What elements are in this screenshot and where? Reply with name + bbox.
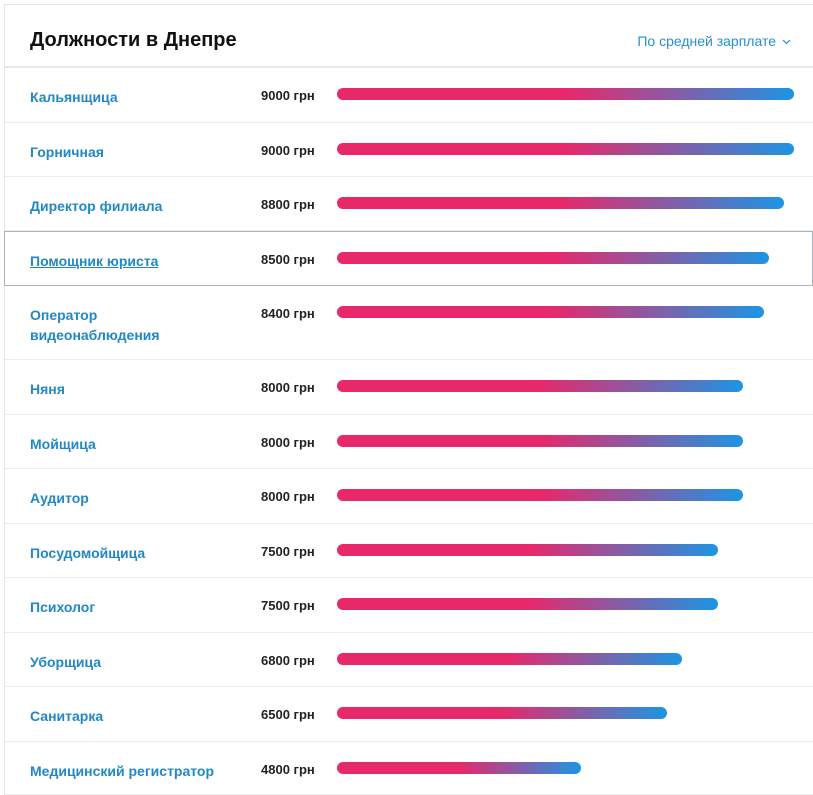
job-link[interactable]: Мойщица bbox=[30, 436, 96, 452]
salary-label: 8500 грн bbox=[261, 252, 315, 267]
bar bbox=[337, 380, 744, 392]
job-link[interactable]: Посудомойщица bbox=[30, 545, 146, 561]
bar bbox=[337, 197, 784, 209]
bar bbox=[337, 544, 718, 556]
salary-label: 8000 грн bbox=[261, 380, 315, 395]
salary-label: 6800 грн bbox=[261, 653, 315, 668]
salary-label: 7500 грн bbox=[261, 544, 315, 559]
job-row[interactable]: Санитарка 6500 грн bbox=[5, 687, 813, 742]
job-row[interactable]: Няня 8000 грн bbox=[5, 360, 813, 415]
salary-label: 8000 грн bbox=[261, 435, 315, 450]
job-link[interactable]: Горничная bbox=[30, 144, 104, 160]
header: Должности в Днепре По средней зарплате bbox=[5, 5, 813, 68]
bar bbox=[337, 762, 581, 774]
job-row[interactable]: Оператор видеонаблюдения 8400 грн bbox=[5, 286, 813, 360]
job-row[interactable]: Психолог 7500 грн bbox=[5, 578, 813, 633]
salary-label: 9000 грн bbox=[261, 143, 315, 158]
job-row[interactable]: Помощник юриста 8500 грн bbox=[4, 231, 813, 286]
job-row[interactable]: Медицинский регистратор 4800 грн bbox=[5, 742, 813, 795]
job-row[interactable]: Директор филиала 8800 грн bbox=[5, 177, 813, 231]
salary-label: 6500 грн bbox=[261, 707, 315, 722]
job-link[interactable]: Кальянщица bbox=[30, 89, 118, 105]
bar bbox=[337, 88, 794, 100]
job-row[interactable]: Горничная 9000 грн bbox=[5, 123, 813, 177]
job-link[interactable]: Психолог bbox=[30, 599, 96, 615]
job-row[interactable]: Мойщица 8000 грн bbox=[5, 415, 813, 469]
sort-label[interactable]: По средней зарплате bbox=[637, 33, 776, 49]
chevron bbox=[782, 39, 791, 45]
card: Должности в Днепре По средней зарплате К… bbox=[4, 4, 813, 795]
job-row[interactable]: Кальянщица 9000 грн bbox=[5, 68, 813, 123]
job-row[interactable]: Аудитор 8000 грн bbox=[5, 469, 813, 524]
job-link[interactable]: Оператор видеонаблюдения bbox=[30, 307, 160, 343]
bar bbox=[337, 598, 718, 610]
bar bbox=[337, 306, 764, 318]
job-link[interactable]: Аудитор bbox=[30, 490, 89, 506]
job-link[interactable]: Директор филиала bbox=[30, 198, 163, 214]
salary-label: 8000 грн bbox=[261, 489, 315, 504]
bar bbox=[337, 489, 744, 501]
salary-label: 4800 грн bbox=[261, 762, 315, 777]
title: Должности в Днепре bbox=[30, 29, 237, 51]
salary-label: 8400 грн bbox=[261, 306, 315, 321]
job-link[interactable]: Санитарка bbox=[30, 708, 104, 724]
salary-label: 7500 грн bbox=[261, 598, 315, 613]
sort-dropdown[interactable]: По средней зарплате bbox=[637, 33, 791, 49]
bar bbox=[337, 143, 794, 155]
rows: Кальянщица 9000 грн Горничная 9000 грн Дирек… bbox=[4, 68, 813, 795]
job-link[interactable]: Уборщица bbox=[30, 654, 102, 670]
job-row[interactable]: Уборщица 6800 грн bbox=[5, 633, 813, 687]
bar bbox=[337, 653, 683, 665]
job-link[interactable]: Помощник юриста bbox=[30, 253, 159, 269]
job-link[interactable]: Медицинский регистратор bbox=[30, 763, 215, 779]
salary-label: 9000 грн bbox=[261, 88, 315, 103]
job-link[interactable]: Няня bbox=[30, 381, 65, 397]
job-row[interactable]: Посудомойщица 7500 грн bbox=[5, 524, 813, 578]
bar bbox=[337, 252, 769, 264]
salary-label: 8800 грн bbox=[261, 197, 315, 212]
bar bbox=[337, 707, 668, 719]
bar bbox=[337, 435, 744, 447]
